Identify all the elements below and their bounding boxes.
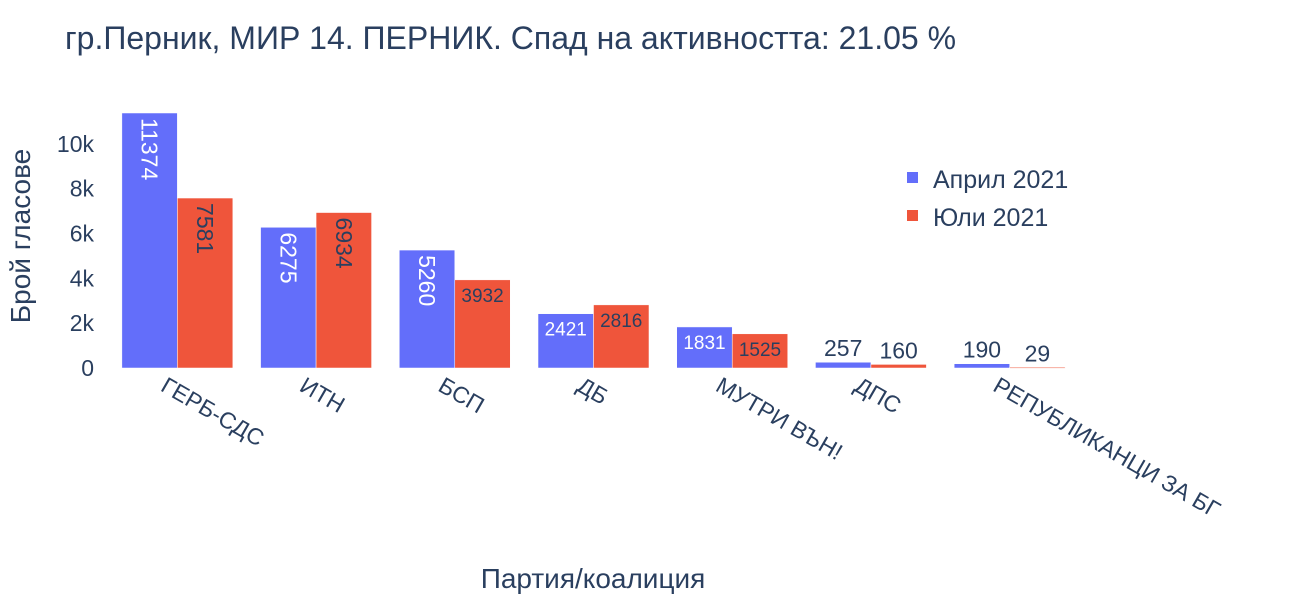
bar-value-label: 29 <box>1025 340 1051 366</box>
legend-swatch[interactable] <box>907 172 918 183</box>
x-tick-label: РЕПУБЛИКАНЦИ ЗА БГ <box>989 372 1225 523</box>
bar-value-label: 6275 <box>275 232 301 283</box>
y-tick-label: 0 <box>81 355 94 381</box>
bars-group <box>121 112 1066 369</box>
x-tick-label: ГЕРБ-СДС <box>157 372 269 452</box>
legend-item-label[interactable]: Април 2021 <box>933 166 1068 194</box>
bar-value-label: 2421 <box>545 320 587 341</box>
bar[interactable] <box>870 364 927 369</box>
legend[interactable]: Април 2021 Юли 2021 <box>907 166 1068 232</box>
x-axis-ticks: ГЕРБ-СДС ИТН БСП ДБ МУТРИ ВЪН! ДПС РЕПУБЛИКАНЦ… <box>157 372 1225 523</box>
x-tick-label: ИТН <box>296 372 350 418</box>
bar-value-label: 5260 <box>414 255 440 306</box>
x-tick-label: ДБ <box>573 372 613 410</box>
bar[interactable] <box>121 112 178 369</box>
x-axis-title: Партия/коалиция <box>481 563 706 594</box>
y-tick-label: 10k <box>57 131 95 157</box>
bar-value-label: 2816 <box>600 311 642 332</box>
y-axis-title: Брой гласове <box>5 149 36 323</box>
x-tick-label: МУТРИ ВЪН! <box>712 372 847 465</box>
bar[interactable] <box>177 197 234 369</box>
y-tick-label: 6k <box>70 220 95 246</box>
y-tick-label: 2k <box>70 310 95 336</box>
y-tick-label: 8k <box>70 176 95 202</box>
bar[interactable] <box>593 304 650 369</box>
bar-value-label: 7581 <box>192 203 218 254</box>
x-tick-label: БСП <box>434 372 489 419</box>
bar-value-label: 190 <box>963 337 1001 363</box>
bar[interactable] <box>815 361 872 369</box>
bar[interactable] <box>731 333 788 369</box>
bar-value-label: 1831 <box>683 333 725 354</box>
bar[interactable] <box>537 313 594 369</box>
bar[interactable] <box>676 326 733 369</box>
bar-value-label: 11374 <box>137 118 163 180</box>
bar[interactable] <box>953 363 1010 369</box>
bar[interactable] <box>260 227 317 369</box>
bar[interactable] <box>315 212 372 369</box>
y-tick-label: 4k <box>70 265 95 291</box>
legend-swatch[interactable] <box>907 210 918 221</box>
y-axis-ticks: 0 2k 4k 6k 8k 10k <box>57 131 95 381</box>
bar[interactable] <box>454 279 511 369</box>
bar-value-label: 160 <box>879 337 917 363</box>
x-tick-label: ДПС <box>850 372 905 419</box>
bar-value-label: 257 <box>824 335 862 361</box>
bar[interactable] <box>399 249 456 369</box>
chart-title: гр.Перник, МИР 14. ПЕРНИК. Спад на актив… <box>65 20 956 56</box>
bar-value-label: 6934 <box>331 218 357 269</box>
data-labels-group: 11374 7581 6275 6934 5260 3932 2421 2816 1831 152… <box>137 118 1051 366</box>
legend-item-label[interactable]: Юли 2021 <box>933 204 1048 232</box>
bar-value-label: 3932 <box>461 286 503 307</box>
bar-value-label: 1525 <box>739 340 781 361</box>
bar[interactable] <box>1009 367 1066 369</box>
